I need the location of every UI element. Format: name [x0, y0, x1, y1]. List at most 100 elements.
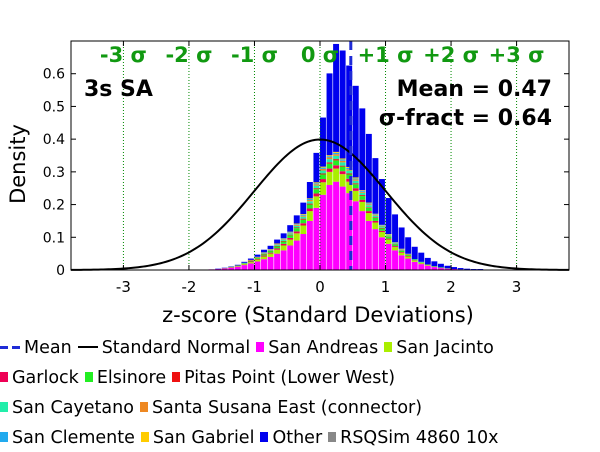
bar-segment-garlock — [372, 221, 378, 223]
bar-segment-san-jacinto — [235, 266, 241, 267]
bar-segment-other — [307, 182, 313, 198]
legend-label: San Cayetano — [12, 398, 134, 418]
bar-segment-san-jacinto — [320, 182, 326, 194]
legend-label: RSQSim 4860 10x — [340, 428, 498, 448]
bar-segment-pitas-point-lower-west- — [287, 235, 293, 236]
bar-segment-san-jacinto — [386, 240, 392, 244]
sigma-label: -2 σ — [165, 43, 212, 67]
legend-color-swatch — [140, 402, 148, 412]
bar-segment-san-jacinto — [287, 240, 293, 246]
legend-color-swatch — [260, 432, 268, 442]
bar-segment-san-jacinto — [300, 226, 306, 235]
bar-segment-garlock — [294, 231, 300, 233]
bar-segment-garlock — [274, 248, 280, 249]
bar-segment-pitas-point-lower-west- — [379, 228, 385, 229]
bar-segment-elsinore — [340, 167, 346, 172]
bar-segment-pitas-point-lower-west- — [359, 195, 365, 196]
bar-segment-elsinore — [386, 237, 392, 239]
bar-segment-pitas-point-lower-west- — [346, 173, 352, 174]
bar-segment-san-gabriel — [313, 182, 319, 183]
bar-segment-san-clemente — [333, 153, 339, 154]
bar-segment-garlock — [333, 165, 339, 168]
bar-segment-san-cayetano — [366, 205, 372, 207]
bar-segment-san-andreas — [412, 262, 418, 270]
bar-segment-pitas-point-lower-west- — [274, 246, 280, 247]
bar-segment-garlock — [261, 256, 267, 257]
y-tick-label: 0.3 — [43, 165, 65, 181]
bar-segment-elsinore — [379, 228, 385, 230]
bar-segment-santa-susana-east-connector- — [320, 169, 326, 171]
bar-segment-santa-susana-east-connector- — [333, 154, 339, 156]
bar-segment-other — [425, 258, 431, 265]
bar-segment-san-clemente — [287, 232, 293, 233]
bar-segment-garlock — [281, 244, 287, 246]
legend-color-swatch — [384, 342, 392, 352]
bar-segment-pitas-point-lower-west- — [353, 183, 359, 184]
y-tick-label: 0.1 — [43, 230, 65, 246]
bar-segment-san-cayetano — [399, 250, 405, 251]
bar-segment-garlock — [359, 200, 365, 202]
legend-label: Mean — [24, 338, 72, 358]
x-tick-label: 0 — [315, 278, 325, 296]
bar-segment-san-cayetano — [307, 201, 313, 203]
bar-segment-san-gabriel — [333, 152, 339, 153]
bar-segment-pitas-point-lower-west- — [281, 241, 287, 242]
bar-segment-san-jacinto — [359, 202, 365, 211]
bar-segment-elsinore — [327, 164, 333, 169]
bar-segment-san-gabriel — [366, 203, 372, 204]
bar-segment-san-jacinto — [248, 262, 254, 263]
bar-segment-san-cayetano — [268, 250, 274, 251]
bar-segment-garlock — [379, 231, 385, 232]
bar-segment-elsinore — [333, 160, 339, 165]
bar-segment-other — [313, 153, 319, 182]
bar-segment-elsinore — [359, 196, 365, 200]
bar-segment-san-jacinto — [366, 213, 372, 221]
bar-segment-san-andreas — [248, 263, 254, 270]
bar-segment-santa-susana-east-connector- — [294, 225, 300, 226]
bar-segment-san-andreas — [274, 254, 280, 270]
bar-segment-other — [235, 265, 241, 266]
bar-segment-san-cayetano — [300, 217, 306, 219]
bar-segment-san-cayetano — [261, 253, 267, 254]
bar-segment-san-cayetano — [386, 235, 392, 236]
bar-segment-other — [241, 262, 247, 263]
bar-segment-garlock — [300, 223, 306, 225]
bar-segment-san-andreas — [359, 211, 365, 270]
bar-segment-san-cayetano — [287, 233, 293, 234]
legend-line-swatch — [78, 346, 98, 348]
bar-segment-san-gabriel — [307, 198, 313, 199]
y-tick-label: 0.4 — [43, 132, 65, 148]
legend-label: San Gabriel — [153, 428, 255, 448]
bar-segment-elsinore — [307, 205, 313, 209]
bar-segment-san-andreas — [405, 259, 411, 270]
bar-segment-san-cayetano — [327, 159, 333, 162]
bar-segment-other — [405, 237, 411, 253]
bar-segment-other — [372, 158, 378, 214]
bar-segment-san-clemente — [340, 159, 346, 160]
bar-segment-other — [353, 86, 359, 178]
legend-color-swatch — [141, 432, 149, 442]
bar-segment-other — [287, 225, 293, 232]
bar-segment-other — [281, 233, 287, 238]
legend-item: Elsinore — [85, 364, 166, 392]
bar-segment-san-jacinto — [261, 257, 267, 260]
bar-segment-elsinore — [254, 258, 260, 259]
bar-segment-santa-susana-east-connector- — [300, 216, 306, 217]
legend-label: Standard Normal — [102, 338, 251, 358]
bar-segment-garlock — [340, 171, 346, 174]
bar-segment-san-andreas — [241, 265, 247, 270]
bar-segment-san-jacinto — [372, 223, 378, 230]
bar-segment-san-gabriel — [300, 214, 306, 215]
legend-item: Other — [260, 424, 322, 452]
bar-segment-other — [254, 255, 260, 257]
x-tick-label: -3 — [116, 278, 131, 296]
bar-segment-other — [320, 118, 326, 167]
bar-segment-pitas-point-lower-west- — [320, 173, 326, 174]
bar-segment-san-andreas — [340, 187, 346, 270]
bar-segment-santa-susana-east-connector- — [379, 226, 385, 227]
legend-item: Standard Normal — [78, 334, 251, 362]
legend-label: Other — [272, 428, 322, 448]
